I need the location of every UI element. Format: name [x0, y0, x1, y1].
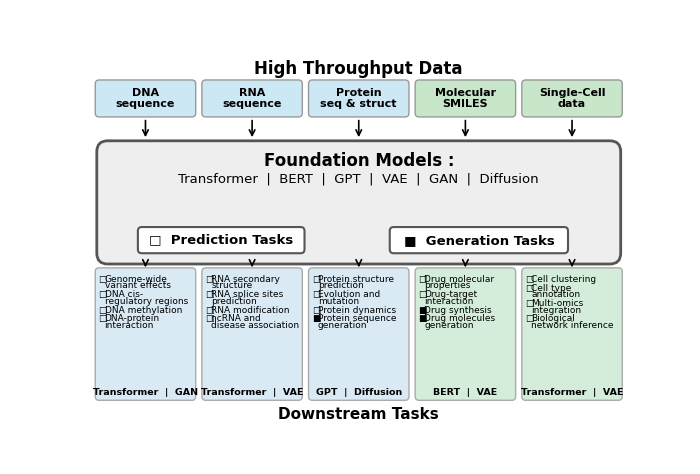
FancyBboxPatch shape — [95, 80, 196, 117]
FancyBboxPatch shape — [415, 268, 516, 401]
Text: Drug molecules: Drug molecules — [424, 314, 496, 323]
Text: Transformer  |  GAN: Transformer | GAN — [93, 388, 198, 397]
Text: Protein dynamics: Protein dynamics — [318, 306, 396, 315]
Text: ■  Generation Tasks: ■ Generation Tasks — [403, 234, 554, 246]
Text: BERT  |  VAE: BERT | VAE — [433, 388, 498, 397]
Text: Multi-omics: Multi-omics — [531, 299, 583, 308]
FancyBboxPatch shape — [202, 268, 302, 401]
Text: □: □ — [525, 299, 533, 308]
FancyBboxPatch shape — [202, 80, 302, 117]
Text: □: □ — [98, 306, 107, 315]
Text: integration: integration — [531, 306, 581, 315]
Text: □: □ — [98, 290, 107, 299]
Text: Single-Cell
data: Single-Cell data — [539, 88, 606, 109]
Text: □: □ — [205, 275, 214, 284]
Text: generation: generation — [318, 321, 368, 330]
Text: □  Prediction Tasks: □ Prediction Tasks — [149, 234, 293, 246]
FancyBboxPatch shape — [415, 80, 516, 117]
Text: Protein sequence: Protein sequence — [318, 314, 396, 323]
Text: □: □ — [98, 275, 107, 284]
Text: □: □ — [419, 275, 427, 284]
Text: Drug molecular: Drug molecular — [424, 275, 495, 284]
Text: □: □ — [312, 275, 320, 284]
Text: Evolution and: Evolution and — [318, 290, 380, 299]
Text: RNA modification: RNA modification — [211, 306, 290, 315]
Text: variant effects: variant effects — [104, 282, 171, 291]
Text: Transformer  |  BERT  |  GPT  |  VAE  |  GAN  |  Diffusion: Transformer | BERT | GPT | VAE | GAN | D… — [178, 173, 539, 186]
Text: RNA
sequence: RNA sequence — [223, 88, 282, 109]
FancyBboxPatch shape — [522, 268, 622, 401]
Text: mutation: mutation — [318, 297, 359, 306]
Text: ■: ■ — [312, 314, 320, 323]
Text: ncRNA and: ncRNA and — [211, 314, 261, 323]
FancyBboxPatch shape — [522, 80, 622, 117]
Text: □: □ — [312, 306, 320, 315]
Text: RNA splice sites: RNA splice sites — [211, 290, 284, 299]
Text: Foundation Models :: Foundation Models : — [263, 152, 454, 170]
Text: GPT  |  Diffusion: GPT | Diffusion — [316, 388, 402, 397]
Text: DNA methylation: DNA methylation — [104, 306, 182, 315]
Text: □: □ — [525, 283, 533, 292]
Text: ■: ■ — [419, 314, 427, 323]
Text: □: □ — [205, 306, 214, 315]
Text: properties: properties — [424, 282, 471, 291]
Text: Drug synthesis: Drug synthesis — [424, 306, 492, 315]
Text: annotation: annotation — [531, 290, 580, 299]
Text: Cell clustering: Cell clustering — [531, 275, 596, 284]
Text: regulatory regions: regulatory regions — [104, 297, 188, 306]
FancyBboxPatch shape — [95, 268, 196, 401]
Text: Cell type: Cell type — [531, 283, 571, 292]
Text: generation: generation — [424, 321, 474, 330]
FancyBboxPatch shape — [97, 141, 621, 264]
Text: Transformer  |  VAE: Transformer | VAE — [521, 388, 623, 397]
FancyBboxPatch shape — [309, 268, 409, 401]
Text: interaction: interaction — [104, 321, 154, 330]
Text: Genome-wide: Genome-wide — [104, 275, 167, 284]
Text: □: □ — [419, 290, 427, 299]
Text: DNA cis-: DNA cis- — [104, 290, 143, 299]
Text: prediction: prediction — [211, 297, 257, 306]
Text: RNA secondary: RNA secondary — [211, 275, 280, 284]
Text: DNA-protein: DNA-protein — [104, 314, 160, 323]
Text: High Throughput Data: High Throughput Data — [255, 60, 463, 78]
Text: Biological: Biological — [531, 314, 575, 323]
Text: □: □ — [205, 290, 214, 299]
Text: DNA
sequence: DNA sequence — [116, 88, 175, 109]
Text: □: □ — [525, 275, 533, 284]
FancyBboxPatch shape — [138, 227, 304, 253]
Text: network inference: network inference — [531, 321, 614, 330]
Text: Molecular
SMILES: Molecular SMILES — [435, 88, 496, 109]
Text: Transformer  |  VAE: Transformer | VAE — [201, 388, 303, 397]
Text: structure: structure — [211, 282, 253, 291]
FancyBboxPatch shape — [390, 227, 568, 253]
Text: Protein structure: Protein structure — [318, 275, 394, 284]
Text: □: □ — [205, 314, 214, 323]
Text: Downstream Tasks: Downstream Tasks — [279, 407, 439, 422]
Text: prediction: prediction — [318, 282, 363, 291]
Text: □: □ — [312, 290, 320, 299]
Text: □: □ — [525, 314, 533, 323]
Text: interaction: interaction — [424, 297, 474, 306]
Text: Protein
seq & struct: Protein seq & struct — [321, 88, 397, 109]
Text: □: □ — [98, 314, 107, 323]
Text: Drug-target: Drug-target — [424, 290, 477, 299]
Text: ■: ■ — [419, 306, 427, 315]
FancyBboxPatch shape — [309, 80, 409, 117]
Text: disease association: disease association — [211, 321, 300, 330]
